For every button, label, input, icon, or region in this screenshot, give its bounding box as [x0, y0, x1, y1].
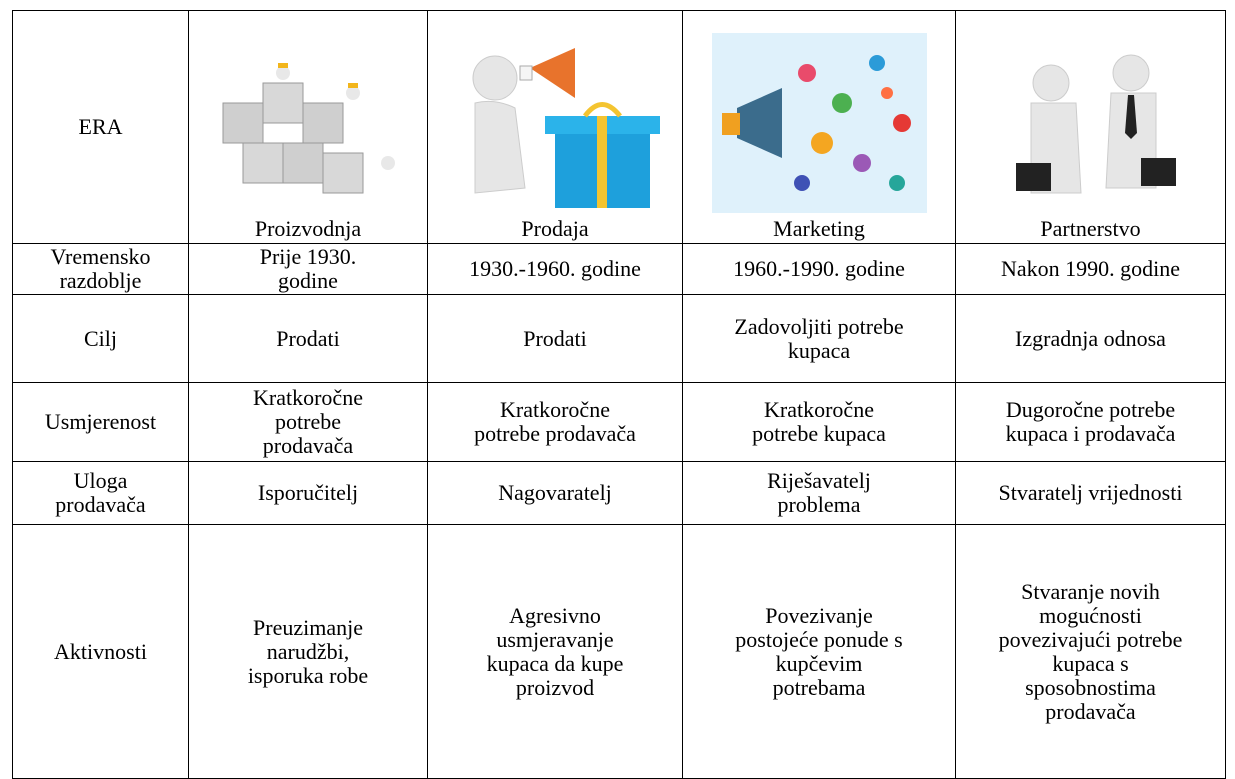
table-cell: Stvaratelj vrijednosti — [955, 461, 1226, 525]
table-cell: Prodati — [188, 294, 428, 383]
megaphone-illustration — [472, 48, 660, 208]
text-line: mogućnosti — [1039, 602, 1142, 628]
text-line: Stvaranje novih — [1021, 578, 1160, 604]
table-cell: Prije 1930. godine — [188, 243, 428, 295]
table-cell: Nakon 1990. godine — [955, 243, 1226, 295]
text-line: kupaca i prodavača — [1005, 421, 1176, 446]
table-cell: Prodati — [427, 294, 683, 383]
text-line: kupaca s — [1052, 650, 1129, 676]
text-line: prodavača — [262, 433, 354, 458]
row-label: Cilj — [12, 294, 189, 383]
handshake-illustration — [1015, 54, 1176, 194]
header-cell: Proizvodnja — [188, 10, 428, 244]
header-cell: Marketing — [682, 10, 956, 244]
text-line: Uloga — [73, 468, 128, 493]
text-line: Vremensko — [50, 244, 151, 269]
table-cell: Kratkoročne potrebe prodavača — [427, 382, 683, 462]
header-label: Partnerstvo — [1040, 216, 1141, 241]
text-line: Usmjerenost — [44, 409, 157, 434]
row-label: Aktivnosti — [12, 524, 189, 779]
text-line: usmjeravanje — [496, 626, 614, 652]
header-cell: Prodaja — [427, 10, 683, 244]
text-line: potrebe kupaca — [752, 421, 886, 446]
table-cell: Izgradnja odnosa — [955, 294, 1226, 383]
era-table: ERA Proizvodnja Prodaja — [12, 10, 1226, 779]
text-line: Stvaratelj vrijednosti — [998, 480, 1183, 505]
social-media-illustration — [711, 33, 927, 213]
table-row: Cilj Prodati Prodati Zadovoljiti potrebe kup… — [12, 294, 1226, 383]
header-cell: ERA — [12, 10, 189, 244]
table-cell: Dugoročne potrebe kupaca i prodavača — [955, 382, 1226, 462]
text-line: potrebe prodavača — [474, 421, 636, 446]
table-cell: 1930.-1960. godine — [427, 243, 683, 295]
text-line: Prije 1930. — [259, 244, 357, 269]
text-line: 1930.-1960. godine — [469, 256, 641, 281]
text-line: sposobnostima — [1025, 674, 1156, 700]
text-line: 1960.-1990. godine — [733, 256, 905, 281]
text-line: Cilj — [83, 325, 117, 351]
table-row: Vremensko razdoblje Prije 1930. godine 1930.… — [12, 243, 1226, 295]
text-line: Riješavatelj — [767, 468, 871, 493]
text-line: narudžbi, — [266, 638, 350, 664]
text-line: potrebama — [772, 674, 866, 700]
text-line: isporuka robe — [247, 662, 369, 688]
row-label: Vremensko razdoblje — [12, 243, 189, 295]
text-line: prodavača — [1045, 698, 1136, 724]
header-cell: Partnerstvo — [955, 10, 1226, 244]
text-line: kupčevim — [775, 650, 863, 676]
text-line: Kratkoročne — [500, 397, 610, 422]
puzzle-illustration — [222, 63, 395, 194]
text-line: kupaca — [787, 337, 851, 363]
table-cell: Kratkoročne potrebe prodavača — [188, 382, 428, 462]
text-line: Prodati — [523, 325, 587, 351]
table-cell: Preuzimanje narudžbi, isporuka robe — [188, 524, 428, 779]
text-line: problema — [777, 492, 861, 517]
text-line: potrebe — [275, 409, 341, 434]
table-cell: Stvaranje novih mogućnosti povezivajući po… — [955, 524, 1226, 779]
header-label: Prodaja — [521, 216, 589, 241]
text-line: Preuzimanje — [253, 614, 363, 640]
table-cell: 1960.-1990. godine — [682, 243, 956, 295]
text-line: razdoblje — [59, 268, 142, 293]
text-line: Nakon 1990. godine — [1000, 256, 1181, 281]
text-line: Aktivnosti — [54, 638, 147, 664]
header-label: Marketing — [773, 216, 865, 241]
text-line: Isporučitelj — [257, 480, 359, 505]
text-line: prodavača — [55, 492, 146, 517]
text-line: Agresivno — [509, 602, 601, 628]
text-line: proizvod — [515, 674, 595, 700]
text-line: Povezivanje — [765, 602, 873, 628]
table-cell: Nagovaratelj — [427, 461, 683, 525]
row-label: Usmjerenost — [12, 382, 189, 462]
row-label: Uloga prodavača — [12, 461, 189, 525]
header-row: ERA Proizvodnja Prodaja — [12, 10, 1226, 244]
table-cell: Povezivanje postojeće ponude s kupčevim pot… — [682, 524, 956, 779]
table-cell: Agresivno usmjeravanje kupaca da kupe proiz… — [427, 524, 683, 779]
text-line: postojeće ponude s — [735, 626, 903, 652]
table-row: Uloga prodavača Isporučitelj Nagovaratelj Ri… — [12, 461, 1226, 525]
header-label: Proizvodnja — [254, 216, 362, 241]
table-cell: Zadovoljiti potrebe kupaca — [682, 294, 956, 383]
table-cell: Kratkoročne potrebe kupaca — [682, 382, 956, 462]
table-row: Aktivnosti Preuzimanje narudžbi, isporuka r… — [12, 524, 1226, 779]
text-line: Dugoročne potrebe — [1005, 397, 1176, 422]
text-line: Prodati — [276, 325, 340, 351]
text-line: povezivajući potrebe — [998, 626, 1183, 652]
text-line: Zadovoljiti potrebe — [734, 313, 904, 339]
header-label: ERA — [78, 114, 123, 139]
text-line: Izgradnja odnosa — [1015, 325, 1166, 351]
text-line: kupaca da kupe — [486, 650, 624, 676]
table-row: Usmjerenost Kratkoročne potrebe prodavača Kr… — [12, 382, 1226, 462]
text-line: Kratkoročne — [253, 385, 363, 410]
table-cell: Isporučitelj — [188, 461, 428, 525]
table-cell: Riješavatelj problema — [682, 461, 956, 525]
text-line: godine — [278, 268, 338, 293]
text-line: Nagovaratelj — [498, 480, 612, 505]
text-line: Kratkoročne — [764, 397, 874, 422]
